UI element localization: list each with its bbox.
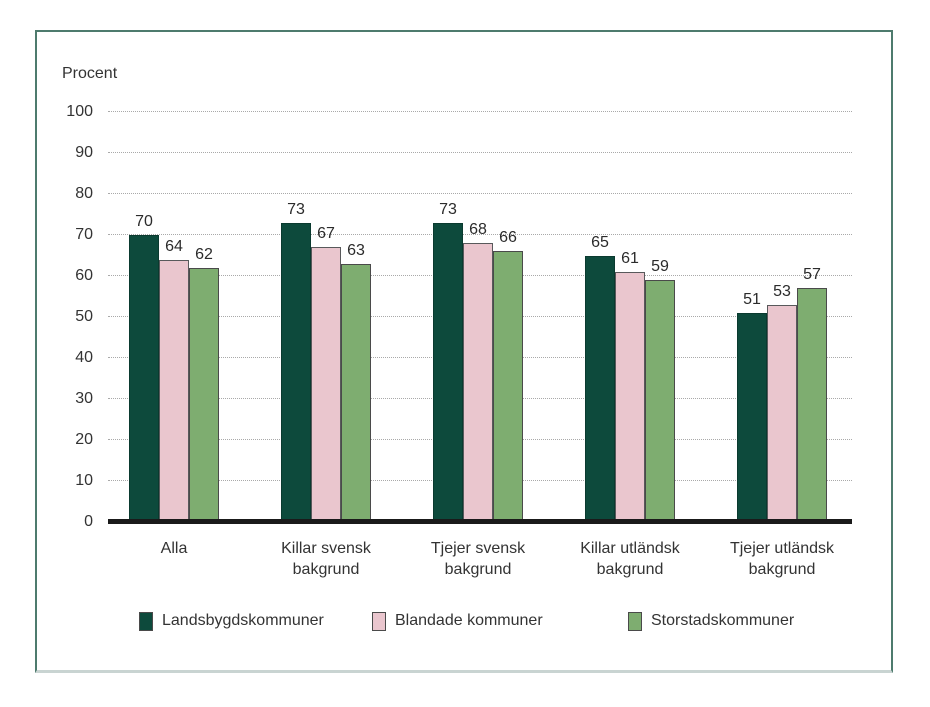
legend-label: Blandade kommuner <box>395 612 543 629</box>
bar-value-label: 65 <box>591 233 609 251</box>
bar <box>615 271 645 522</box>
x-category-label: Killar utländsk bakgrund <box>580 540 680 578</box>
bar-value-label: 57 <box>803 266 821 284</box>
bar-value-label: 53 <box>773 282 791 300</box>
bar <box>281 222 311 522</box>
bar <box>129 235 159 522</box>
bar-value-label: 62 <box>195 245 213 263</box>
bar-value-label: 64 <box>165 237 183 255</box>
bar-value-label: 63 <box>347 241 365 259</box>
legend-item: Blandade kommuner <box>372 610 543 632</box>
x-category-label: Killar svensk bakgrund <box>281 540 371 578</box>
y-axis-title: Procent <box>62 65 118 82</box>
legend-label: Landsbygdskommuner <box>162 612 324 629</box>
gridline <box>108 152 852 153</box>
legend-item: Storstadskommuner <box>628 610 794 632</box>
gridline <box>108 193 852 194</box>
bar-value-label: 61 <box>621 249 639 267</box>
bar-value-label: 59 <box>651 258 669 276</box>
x-axis-line <box>108 519 852 524</box>
y-tick-label: 0 <box>84 513 93 530</box>
bar <box>493 251 523 522</box>
y-tick-label: 50 <box>75 308 93 325</box>
y-tick-label: 10 <box>75 472 93 489</box>
y-tick-label: 90 <box>75 144 93 161</box>
y-tick-label: 80 <box>75 185 93 202</box>
bar-value-label: 73 <box>439 200 457 218</box>
bar-value-label: 67 <box>317 225 335 243</box>
legend-swatch-3 <box>628 611 642 631</box>
legend-label: Storstadskommuner <box>651 612 795 629</box>
bar <box>797 288 827 522</box>
bar-value-label: 68 <box>469 221 487 239</box>
bar <box>767 304 797 522</box>
y-tick-label: 40 <box>75 349 93 366</box>
bar-value-label: 70 <box>135 213 153 230</box>
y-tick-label: 20 <box>75 431 93 448</box>
x-category-label: Tjejer svensk bakgrund <box>430 540 526 578</box>
bar-value-label: 51 <box>743 290 761 308</box>
bar <box>311 247 341 522</box>
bar <box>433 222 463 522</box>
gridline <box>108 234 852 235</box>
bar <box>645 280 675 522</box>
legend-swatch-1 <box>139 611 153 631</box>
chart-frame: Procent 0 10 20 30 40 50 60 70 80 90 100 70 64 62 Alla… <box>35 30 893 673</box>
y-tick-label: 100 <box>66 103 93 120</box>
y-tick-label: 30 <box>75 390 93 407</box>
bar <box>159 259 189 522</box>
x-category-label: Tjejer utländsk bakgrund <box>729 540 835 578</box>
bar <box>585 255 615 522</box>
legend-swatch-2 <box>372 611 386 631</box>
bar <box>463 243 493 522</box>
bar-value-label: 73 <box>287 200 305 218</box>
gridline <box>108 111 852 112</box>
bar <box>189 267 219 522</box>
x-category-label: Alla <box>160 540 188 557</box>
bar <box>341 263 371 522</box>
bar-value-label: 66 <box>499 229 517 247</box>
y-tick-label: 60 <box>75 267 93 284</box>
legend-item: Landsbygdskommuner <box>139 610 324 632</box>
y-tick-label: 70 <box>75 226 93 243</box>
bar <box>737 312 767 522</box>
